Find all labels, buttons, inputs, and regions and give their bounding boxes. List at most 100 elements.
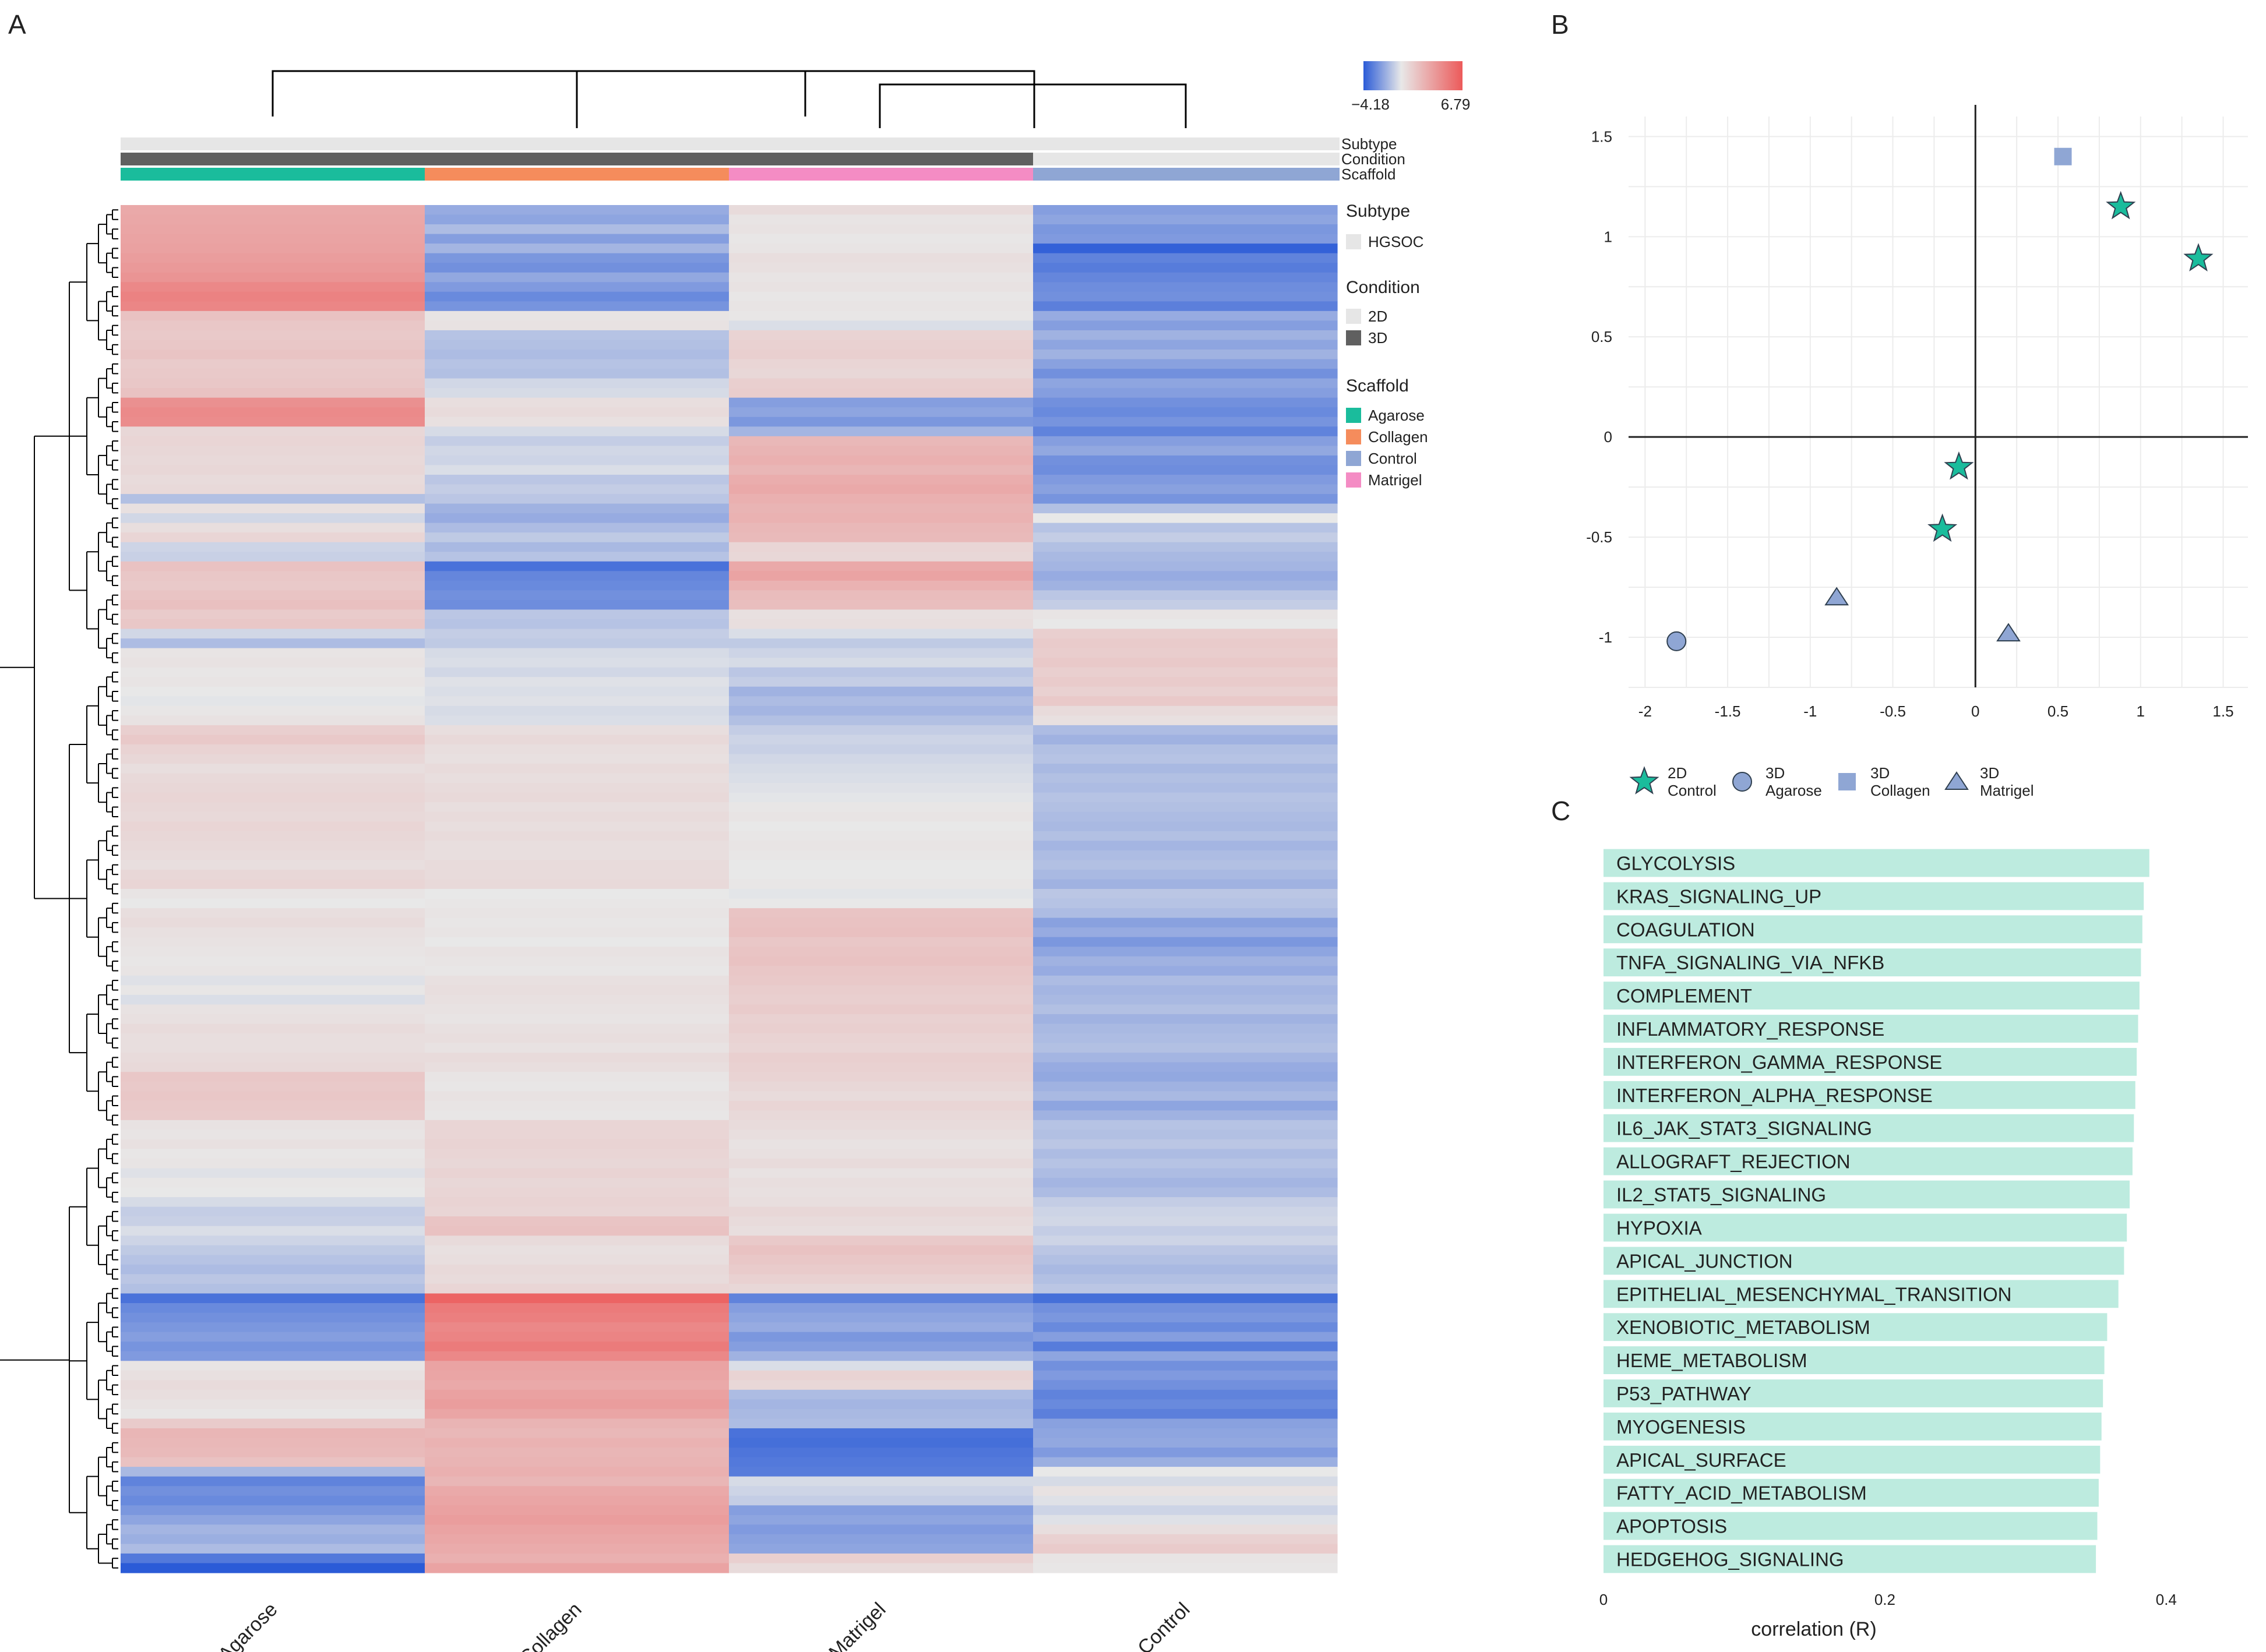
heatmap-cell bbox=[1033, 677, 1338, 687]
heatmap-cell bbox=[425, 1004, 730, 1015]
pathway-label: IL6_JAK_STAT3_SIGNALING bbox=[1616, 1118, 1872, 1139]
heatmap-cell bbox=[1033, 725, 1338, 736]
heatmap-cell bbox=[1033, 369, 1338, 379]
heatmap-cell bbox=[425, 917, 730, 928]
heatmap-cell bbox=[729, 1216, 1034, 1227]
pathway-label: GLYCOLYSIS bbox=[1616, 853, 1735, 874]
annotation-label-subtype: Subtype bbox=[1341, 135, 1397, 153]
heatmap-cell bbox=[1033, 1428, 1338, 1439]
heatmap-cell bbox=[425, 1563, 730, 1573]
row-dendrogram bbox=[0, 209, 118, 1569]
heatmap-cell bbox=[1033, 1486, 1338, 1496]
heatmap-cell bbox=[121, 1322, 425, 1333]
annotation-bars bbox=[121, 137, 1340, 181]
heatmap-cell bbox=[121, 1178, 425, 1188]
color-key-max: 6.79 bbox=[1441, 96, 1471, 113]
heatmap-cell bbox=[425, 648, 730, 658]
heatmap-cell bbox=[729, 956, 1034, 966]
heatmap-cell bbox=[425, 1100, 730, 1111]
heatmap-cell bbox=[729, 1553, 1034, 1564]
heatmap-cell bbox=[425, 1515, 730, 1525]
heatmap-cell bbox=[1033, 340, 1338, 350]
heatmap-cell bbox=[121, 484, 425, 495]
heatmap-cell bbox=[121, 1149, 425, 1159]
pathway-bar bbox=[1604, 1081, 2135, 1109]
heatmap-cell bbox=[1033, 1409, 1338, 1420]
heatmap-cell bbox=[425, 205, 730, 216]
heatmap-cell bbox=[1033, 523, 1338, 533]
heatmap-cell bbox=[121, 397, 425, 408]
pathway-label: XENOBIOTIC_METABOLISM bbox=[1616, 1316, 1870, 1338]
heatmap-cell bbox=[121, 272, 425, 283]
pathway-bar bbox=[1604, 1379, 2103, 1407]
heatmap-cell bbox=[425, 1322, 730, 1333]
heatmap-cell bbox=[729, 243, 1034, 254]
heatmap-cell bbox=[121, 841, 425, 851]
legend-swatch-2d bbox=[1346, 309, 1361, 324]
heatmap-cell bbox=[425, 503, 730, 514]
heatmap-cell bbox=[729, 532, 1034, 543]
heatmap-cell bbox=[121, 917, 425, 928]
heatmap-cell bbox=[729, 1072, 1034, 1082]
heatmap-cell bbox=[425, 359, 730, 369]
heatmap-cell bbox=[729, 1515, 1034, 1525]
heatmap-cell bbox=[121, 1072, 425, 1082]
heatmap-cell bbox=[121, 629, 425, 639]
heatmap-cell bbox=[121, 532, 425, 543]
heatmap-panel: Subtype Condition Scaffold Agarose Colla… bbox=[0, 61, 1470, 1652]
heatmap-cell bbox=[729, 667, 1034, 677]
heatmap-cell bbox=[1033, 860, 1338, 870]
heatmap-cell bbox=[1033, 359, 1338, 369]
heatmap-cell bbox=[729, 523, 1034, 533]
heatmap-cell bbox=[121, 658, 425, 668]
heatmap-cell bbox=[729, 552, 1034, 562]
heatmap-cell bbox=[1033, 792, 1338, 803]
heatmap-cell bbox=[425, 1053, 730, 1063]
heatmap-cell bbox=[729, 677, 1034, 687]
heatmap-cell bbox=[1033, 869, 1338, 880]
annotation-cell-scaffold bbox=[1337, 168, 1340, 181]
heatmap-cell bbox=[121, 1495, 425, 1506]
heatmap-cell bbox=[1033, 1283, 1338, 1294]
annotation-cell-subtype bbox=[1337, 137, 1340, 150]
legend-swatch-matrigel bbox=[1346, 472, 1361, 488]
heatmap-cell bbox=[1033, 1264, 1338, 1275]
heatmap-cell bbox=[121, 1129, 425, 1140]
heatmap-cell bbox=[729, 1120, 1034, 1130]
heatmap-cell bbox=[121, 1351, 425, 1361]
heatmap-cell bbox=[425, 1216, 730, 1227]
pathway-bar bbox=[1604, 1280, 2119, 1308]
heatmap-cell bbox=[121, 783, 425, 793]
heatmap-cell bbox=[425, 561, 730, 571]
heatmap-cell bbox=[121, 1100, 425, 1111]
heatmap-cell bbox=[1033, 234, 1338, 244]
bar-tick-label: 0 bbox=[1599, 1591, 1608, 1608]
heatmap-cell bbox=[121, 542, 425, 552]
heatmap-cell bbox=[729, 735, 1034, 745]
heatmap-cell bbox=[425, 619, 730, 630]
heatmap-cell bbox=[121, 416, 425, 427]
heatmap-cell bbox=[729, 1283, 1034, 1294]
heatmap-cell bbox=[729, 831, 1034, 841]
heatmap-cell bbox=[425, 677, 730, 687]
heatmap-cell bbox=[1033, 436, 1338, 446]
heatmap-cell bbox=[121, 638, 425, 649]
heatmap-cell bbox=[1033, 1342, 1338, 1352]
heatmap-cell bbox=[1033, 764, 1338, 774]
heatmap-cells bbox=[121, 205, 1338, 1573]
heatmap-cell bbox=[1033, 1312, 1338, 1323]
heatmap-cell bbox=[729, 1187, 1034, 1198]
y-tick-label: 1 bbox=[1604, 228, 1612, 245]
heatmap-cell bbox=[729, 1091, 1034, 1102]
legend-swatch-control bbox=[1346, 451, 1361, 466]
heatmap-cell bbox=[1033, 696, 1338, 707]
legend-marker-square bbox=[1838, 773, 1856, 790]
pathway-label: FATTY_ACID_METABOLISM bbox=[1616, 1482, 1867, 1504]
heatmap-cell bbox=[121, 792, 425, 803]
heatmap-cell bbox=[425, 1255, 730, 1265]
heatmap-cell bbox=[121, 1264, 425, 1275]
heatmap-cell bbox=[425, 764, 730, 774]
heatmap-cell bbox=[729, 937, 1034, 947]
pathway-label: INTERFERON_GAMMA_RESPONSE bbox=[1616, 1051, 1942, 1073]
color-key-bar bbox=[1363, 61, 1462, 90]
